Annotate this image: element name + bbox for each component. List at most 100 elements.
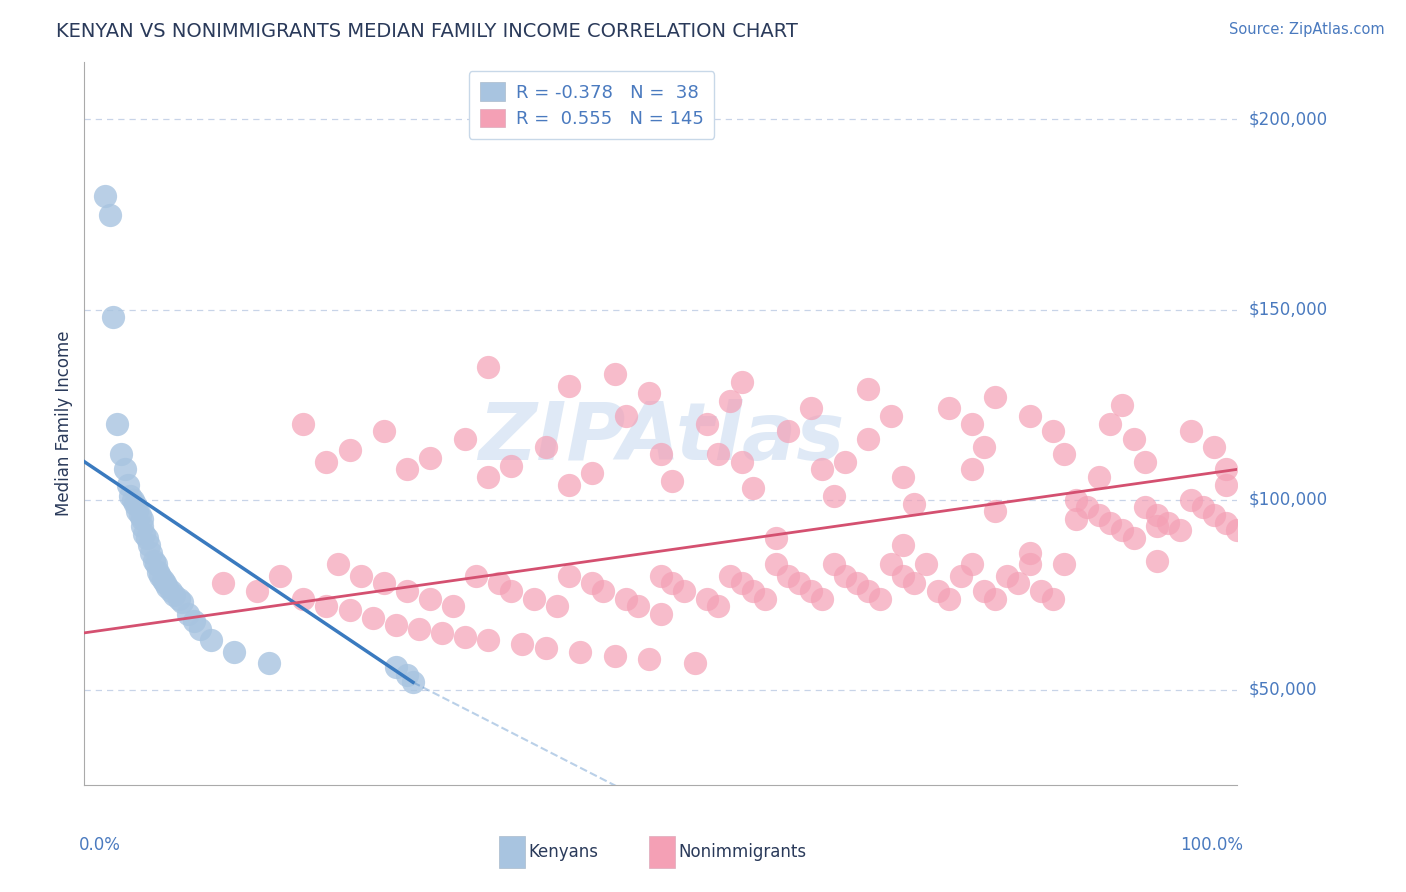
Point xyxy=(117,477,139,491)
Point xyxy=(614,591,637,606)
Point xyxy=(765,558,787,572)
Point xyxy=(938,591,960,606)
Point xyxy=(984,504,1007,518)
Point xyxy=(1146,519,1168,533)
Point xyxy=(167,591,190,606)
Point xyxy=(402,675,425,690)
Point xyxy=(124,497,146,511)
Point xyxy=(384,660,406,674)
Point xyxy=(1064,512,1087,526)
Point xyxy=(891,569,914,583)
Point xyxy=(973,440,995,454)
Point xyxy=(134,527,156,541)
Point xyxy=(650,447,672,461)
Point xyxy=(880,409,903,423)
Point xyxy=(915,558,938,572)
Point xyxy=(661,474,683,488)
Point xyxy=(546,599,568,614)
Point xyxy=(224,645,246,659)
Text: $50,000: $50,000 xyxy=(1249,681,1317,699)
Point xyxy=(408,622,430,636)
Point xyxy=(146,565,169,579)
Point xyxy=(995,569,1018,583)
Point xyxy=(787,576,810,591)
Point xyxy=(627,599,650,614)
Point xyxy=(800,401,823,416)
Point xyxy=(131,512,153,526)
Point xyxy=(110,447,132,461)
Point xyxy=(396,667,419,681)
Point xyxy=(188,622,211,636)
Text: 100.0%: 100.0% xyxy=(1180,836,1243,854)
Point xyxy=(811,591,834,606)
Point xyxy=(396,584,419,599)
Point xyxy=(742,481,765,495)
Point xyxy=(103,310,124,325)
Legend: R = -0.378   N =  38, R =  0.555   N = 145: R = -0.378 N = 38, R = 0.555 N = 145 xyxy=(468,71,714,139)
Point xyxy=(430,625,453,640)
Point xyxy=(1191,500,1213,515)
Point xyxy=(1053,447,1076,461)
Point xyxy=(984,390,1007,404)
Point xyxy=(557,378,579,392)
Bar xyxy=(650,836,675,868)
Point xyxy=(142,553,165,567)
Text: Kenyans: Kenyans xyxy=(529,843,598,861)
Point xyxy=(419,591,441,606)
Point xyxy=(454,630,477,644)
Point xyxy=(592,584,614,599)
Point xyxy=(1180,425,1202,439)
Bar xyxy=(499,836,524,868)
Point xyxy=(949,569,972,583)
Point xyxy=(1133,455,1156,469)
Point xyxy=(145,558,167,572)
Point xyxy=(534,641,557,656)
Point xyxy=(1204,440,1226,454)
Point xyxy=(650,607,672,621)
Y-axis label: Median Family Income: Median Family Income xyxy=(55,331,73,516)
Point xyxy=(315,599,337,614)
Point xyxy=(1007,576,1029,591)
Point xyxy=(707,447,730,461)
Point xyxy=(246,584,269,599)
Text: $100,000: $100,000 xyxy=(1249,491,1327,508)
Point xyxy=(823,489,845,503)
Point xyxy=(927,584,949,599)
Point xyxy=(477,470,499,484)
Point xyxy=(696,591,718,606)
Point xyxy=(581,576,603,591)
Point xyxy=(685,657,707,671)
Point xyxy=(880,558,903,572)
Point xyxy=(811,462,834,476)
Point xyxy=(131,519,153,533)
Point xyxy=(661,576,683,591)
Point xyxy=(960,558,983,572)
Point xyxy=(1168,523,1191,537)
Point xyxy=(441,599,464,614)
Point xyxy=(211,576,233,591)
Point xyxy=(339,603,361,617)
Point xyxy=(960,417,983,431)
Text: $150,000: $150,000 xyxy=(1249,301,1327,318)
Point xyxy=(152,573,174,587)
Point xyxy=(718,569,741,583)
Point xyxy=(512,637,534,651)
Point xyxy=(534,440,557,454)
Point xyxy=(1122,432,1144,446)
Point xyxy=(650,569,672,583)
Point xyxy=(163,588,186,602)
Point xyxy=(1076,500,1098,515)
Point xyxy=(361,610,384,624)
Point xyxy=(730,375,752,389)
Point xyxy=(776,569,799,583)
Point xyxy=(120,489,142,503)
Point xyxy=(257,657,280,671)
Point xyxy=(419,450,441,465)
Point xyxy=(121,492,143,507)
Point xyxy=(696,417,718,431)
Point xyxy=(1111,523,1133,537)
Point xyxy=(373,576,395,591)
Point xyxy=(800,584,823,599)
Point xyxy=(1099,516,1122,530)
Point xyxy=(1215,462,1237,476)
